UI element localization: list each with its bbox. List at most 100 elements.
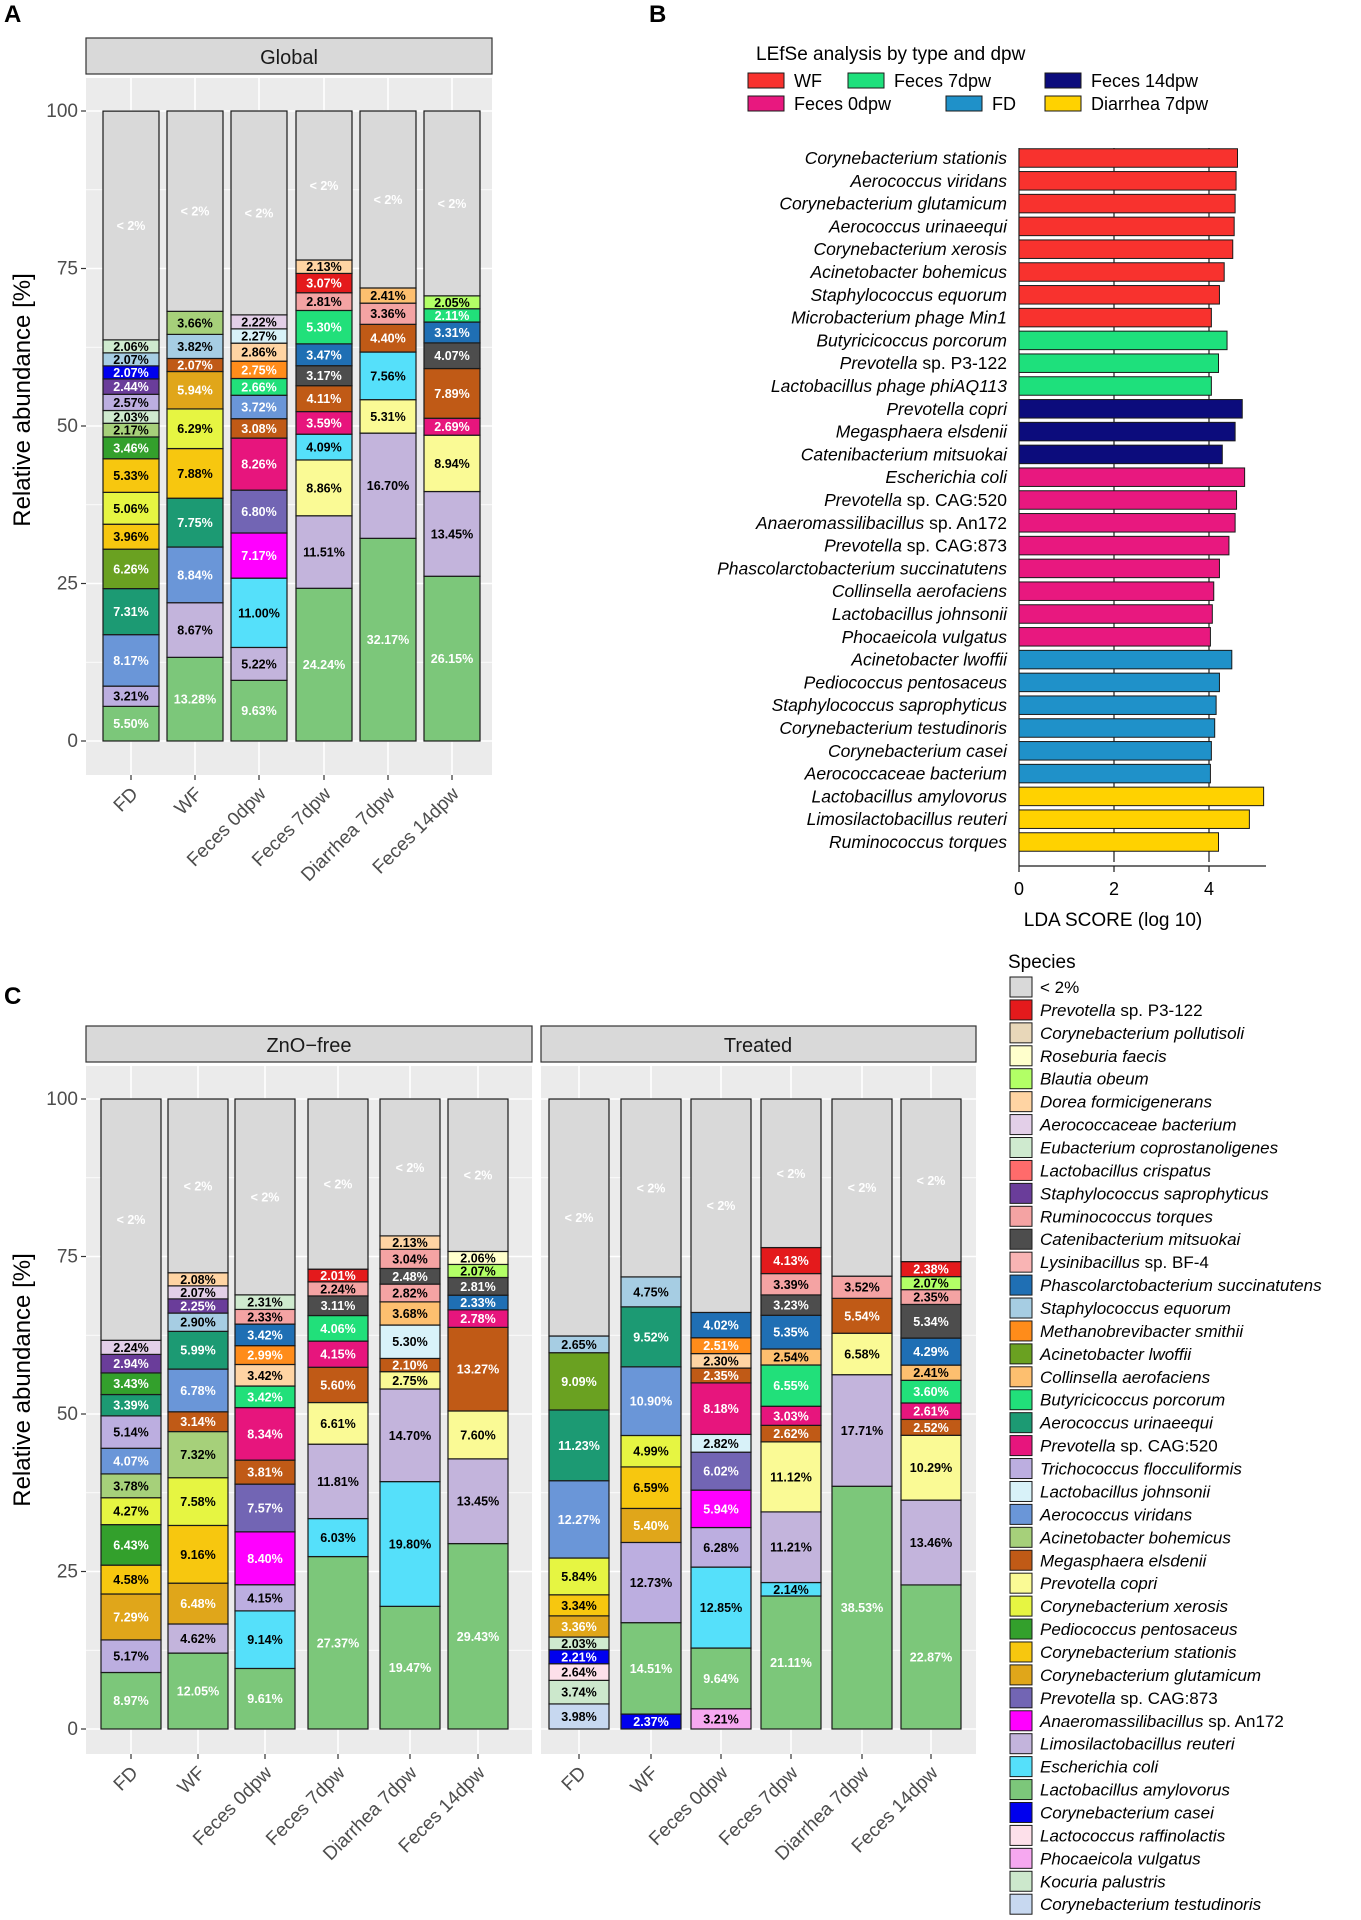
c-treated-bar-5-seg-7-label: 4.29% [913,1345,948,1359]
panel-c-stacked-bar-chart: ZnO−free Treated 8.97% 5.17% 7.29% 4.58% 6.4… [9,1025,977,1865]
a-bar-1-seg-1-label: 8.67% [177,624,212,638]
legend-item-6: Aerococcaceae bacterium [1039,1116,1237,1135]
legend-swatch-2 [1009,1022,1033,1044]
c-znofree-bar-2-seg-3-label: 8.40% [247,1552,282,1566]
legend-item-name: Ruminococcus torques [1040,1207,1213,1226]
lefse-bar-30 [1018,832,1219,852]
a-bar-0-seg-2-label: 8.17% [113,654,148,668]
legend-item-name: Corynebacterium xerosis [1040,1597,1229,1616]
legend-item-name: Methanobrevibacter smithii [1040,1322,1244,1341]
c-znofree-bar-3-seg-2 [307,1443,369,1520]
a-bar-2-seg-1-label: 5.22% [241,657,276,671]
lefse-species-name: Staphylococcus saprophyticus [772,695,1008,715]
c-znofree-bar-0-seg-9-label: 3.39% [113,1399,148,1413]
lefse-species-label-8: Butyricicoccus porcorum [816,330,1007,350]
a-bar-3-seg-10-label: 3.07% [306,277,341,291]
c-znofree-bar-4-seg-4-label: 2.10% [392,1359,427,1373]
c-treated-bar-1-seg-3-label: 5.40% [633,1519,668,1533]
a-bar-1-seg-1 [166,602,224,658]
a-bar-0-seg-14-label: 2.07% [113,353,148,367]
c-znofree-bar-4-seg-9-label: 3.04% [392,1252,427,1266]
facet-title-treated: Treated [724,1035,792,1057]
c-treated-bar-2-seg-1 [690,1647,752,1710]
legend-item-name: Prevotella [1040,1001,1116,1020]
legend-item-7: Eubacterium coprostanoligenes [1040,1139,1279,1158]
lefse-legend-label-0: WF [794,71,822,91]
legend-item-name: Corynebacterium glutamicum [1040,1666,1261,1685]
lefse-bar-21 [1018,627,1211,647]
a-bar-1-seg-4 [166,447,224,499]
a-bar-0-seg-13-label: 2.07% [113,366,148,380]
c-znofree-bar-3-seg-4-label: 5.60% [320,1378,355,1392]
c-treated-bar-0-seg-6-label: 3.34% [561,1599,596,1613]
c-znofree-bar-4-seg-11 [379,1098,441,1237]
c-znofree-bar-2-seg-6-label: 8.34% [247,1427,282,1441]
bars-c: 8.97% 5.17% 7.29% 4.58% 6.43% 4.27% 3.78% 4.07%… [100,1098,962,1730]
legend-item-38: Phocaeicola vulgatus [1040,1849,1201,1868]
c-znofree-bar-2-seg-0 [234,1667,296,1730]
c-znofree-bar-5-seg-5-label: 2.33% [460,1296,495,1310]
c-treated-bar-1-seg-5 [620,1434,682,1468]
lefse-species-label-3: Aerococcus urinaeequi [828,216,1008,236]
lefse-species-label-18: Phascolarctobacterium succinatutens [717,558,1007,578]
facet-title-znofree: ZnO−free [266,1035,351,1057]
legend-item-name: Lactobacillus johnsonii [1040,1482,1211,1501]
c-treated-bar-3-seg-6-label: 6.55% [773,1379,808,1393]
facet-strip-treated [540,1025,977,1063]
y-axis-ticks-a: 0 25 50 75 100 [46,101,86,752]
c-znofree-xtick-label: FD [110,1763,143,1796]
lefse-species-label-25: Corynebacterium testudinoris [779,718,1007,738]
lefse-species-name: Acinetobacter bohemicus [810,262,1008,282]
c-treated-bar-3-seg-12-label: < 2% [777,1167,806,1181]
legend-item-note: sp. P3-122 [1116,1001,1203,1020]
lefse-species-name: Corynebacterium glutamicum [779,194,1007,214]
legend-swatch-12 [1009,1251,1033,1273]
c-znofree-bar-4-seg-3-label: 2.75% [392,1374,427,1388]
c-znofree-bar-3-seg-6-label: 4.06% [320,1322,355,1336]
c-znofree-bar-4-seg-6-label: 3.68% [392,1307,427,1321]
c-treated-bar-5-seg-12 [900,1098,962,1263]
lefse-species-label-15: Prevotella sp. CAG:520 [824,490,1007,510]
c-znofree-bar-0-seg-3 [100,1564,162,1595]
legend-swatch-14 [1009,1297,1033,1319]
lefse-bar-1 [1018,171,1237,191]
c-znofree-bar-0-seg-8-label: 5.14% [113,1426,148,1440]
legend-item-name: Lactobacillus amylovorus [1040,1781,1230,1800]
legend-swatch-21 [1009,1458,1033,1480]
c-ytick-label: 25 [57,1562,78,1583]
c-treated-bar-2-seg-5 [690,1451,752,1491]
c-znofree-bar-2-seg-5-label: 3.81% [247,1466,282,1480]
a-bar-2-seg-13-label: < 2% [245,206,274,220]
a-bar-4-seg-0-label: 32.17% [367,633,409,647]
lefse-bars: Corynebacterium stationis Aerococcus viri… [717,148,1266,899]
lefse-bar-25 [1018,718,1216,738]
a-bar-5-seg-9 [423,110,481,297]
lefse-bar-10 [1018,376,1212,396]
a-bar-3-seg-1 [295,515,353,589]
lefse-species-label-0: Corynebacterium stationis [805,148,1008,168]
a-bar-0-seg-1-label: 3.21% [113,690,148,704]
a-bar-4-seg-5-label: 3.36% [370,307,405,321]
a-bar-0-seg-7 [102,458,160,493]
a-bar-5-seg-2-label: 8.94% [434,457,469,471]
c-znofree-bar-1-seg-7-label: 6.78% [180,1384,215,1398]
lefse-species-label-12: Megasphaera elsdenii [836,422,1008,442]
c-znofree-bar-1-seg-6-label: 3.14% [180,1415,215,1429]
legend-swatch-29 [1009,1641,1033,1663]
legend-item-name: Phascolarctobacterium succinatutens [1040,1276,1322,1295]
c-treated-bar-2-seg-10-label: 2.51% [703,1339,738,1353]
c-treated-bar-5-seg-11-label: 2.38% [913,1263,948,1277]
c-treated-bar-0-seg-0-label: 3.98% [561,1710,596,1724]
a-bar-3-seg-0 [295,587,353,742]
c-treated-bar-1-seg-2 [620,1541,682,1624]
a-bar-5-seg-1 [423,490,481,577]
legend-item-4: Blautia obeum [1040,1070,1149,1089]
c-treated-bar-0-seg-5-label: 3.36% [561,1620,596,1634]
c-treated-bar-3-seg-8 [760,1314,822,1350]
y-axis-title-c: Relative abundance [%] [9,1253,36,1507]
a-bar-0-seg-4 [102,548,160,590]
lefse-species-name: Corynebacterium xerosis [813,239,1007,259]
c-znofree-bar-3-seg-4 [307,1366,369,1404]
legend-item-22: Lactobacillus johnsonii [1040,1482,1211,1501]
facet-title-global: Global [260,47,318,69]
